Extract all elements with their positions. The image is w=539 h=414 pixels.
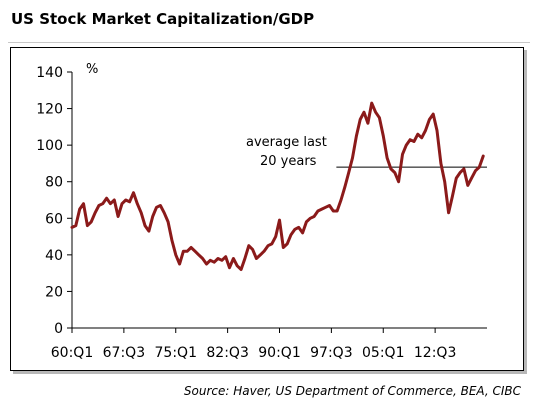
x-tick-label: 05:Q1 [362,345,404,361]
x-tick-label: 82:Q3 [206,345,248,361]
x-axis: 60:Q1 67:Q3 75:Q1 82:Q3 90:Q1 97:Q3 05:Q1 12:Q3 [51,327,487,361]
chart-title: US Stock Market Capitalization/GDP [11,10,315,28]
x-tick-label: 97:Q3 [310,345,352,361]
title-divider [8,42,530,43]
x-tick-label: 12:Q3 [414,345,456,361]
y-tick-label: 100 [36,138,63,154]
annotation-line-2: 20 years [260,154,317,169]
y-tick-label: 80 [45,175,63,191]
series-line [70,101,485,271]
x-tick-label: 75:Q1 [155,345,197,361]
x-tick-label: 90:Q1 [258,345,300,361]
source-note: Source: Haver, US Department of Commerce… [183,384,521,398]
y-tick-label: 40 [45,248,63,264]
y-tick-label: 120 [36,102,63,118]
y-tick-label: 60 [45,211,63,227]
y-axis-unit: % [86,62,98,77]
y-tick-label: 20 [45,284,63,300]
y-tick-label: 140 [36,65,63,81]
x-tick-label: 60:Q1 [51,345,93,361]
annotation-line-1: average last [246,135,327,150]
y-axis: 0 20 40 60 80 100 120 140 [36,65,73,337]
y-tick-label: 0 [54,321,63,337]
x-tick-label: 67:Q3 [103,345,145,361]
